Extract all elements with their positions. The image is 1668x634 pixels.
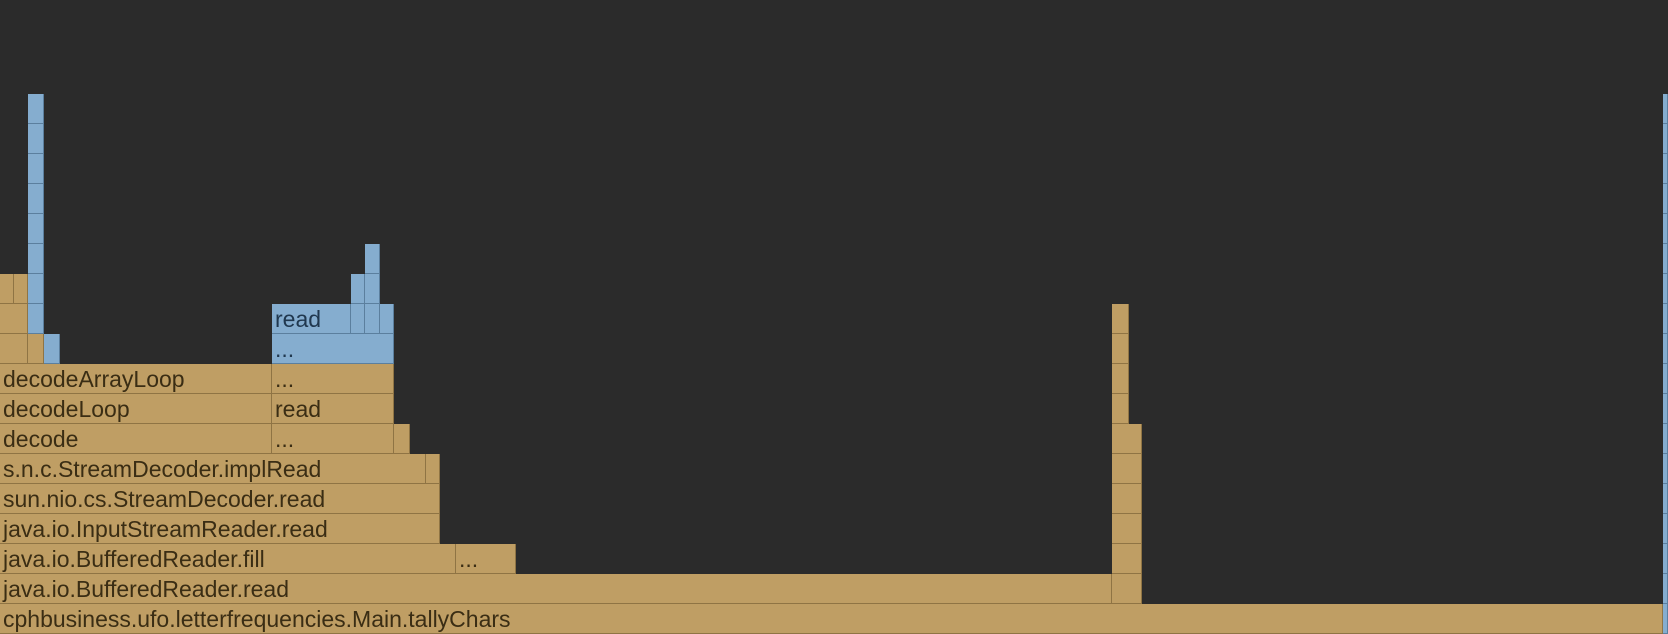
flame-frame[interactable]	[351, 274, 365, 304]
flame-frame[interactable]	[28, 124, 44, 154]
flame-frame[interactable]	[1663, 154, 1668, 184]
flame-frame[interactable]	[365, 244, 380, 274]
flame-frame[interactable]	[426, 454, 440, 484]
flame-frame[interactable]	[1112, 514, 1142, 544]
flame-frame[interactable]	[1663, 544, 1668, 574]
flame-frame[interactable]	[0, 274, 14, 304]
flame-frame[interactable]	[1663, 184, 1668, 214]
flame-frame[interactable]	[28, 244, 44, 274]
flame-frame-s-n-c-streamdecoder-implread[interactable]: s.n.c.StreamDecoder.implRead	[0, 454, 426, 484]
flame-frame-decodearrayloop[interactable]: decodeArrayLoop	[0, 364, 272, 394]
flame-frame[interactable]	[1112, 484, 1142, 514]
flame-frame[interactable]	[1663, 454, 1668, 484]
flame-frame[interactable]	[1663, 574, 1668, 604]
flame-frame[interactable]	[1112, 334, 1129, 364]
flame-frame-read[interactable]: read	[272, 394, 394, 424]
flame-frame-[interactable]: ...	[272, 424, 394, 454]
flame-frame[interactable]	[1663, 274, 1668, 304]
flame-frame[interactable]	[28, 304, 44, 334]
flame-frame[interactable]	[380, 304, 394, 334]
flame-frame-decode[interactable]: decode	[0, 424, 272, 454]
flame-frame[interactable]	[1112, 364, 1129, 394]
flame-frame[interactable]	[44, 334, 60, 364]
flame-frame-sun-nio-cs-streamdecoder-read[interactable]: sun.nio.cs.StreamDecoder.read	[0, 484, 440, 514]
flame-frame[interactable]	[1663, 604, 1668, 634]
flame-frame-java-io-inputstreamreader-read[interactable]: java.io.InputStreamReader.read	[0, 514, 440, 544]
flame-frame[interactable]	[1663, 304, 1668, 334]
flame-frame[interactable]	[1112, 454, 1142, 484]
flame-frame[interactable]	[1663, 214, 1668, 244]
flame-frame[interactable]	[14, 274, 28, 304]
flame-frame-[interactable]: ...	[272, 364, 394, 394]
flame-frame-[interactable]: ...	[456, 544, 516, 574]
flame-frame[interactable]	[28, 274, 44, 304]
flame-frame-java-io-bufferedreader-fill[interactable]: java.io.BufferedReader.fill	[0, 544, 456, 574]
flame-frame[interactable]	[1663, 244, 1668, 274]
flame-frame-java-io-bufferedreader-read[interactable]: java.io.BufferedReader.read	[0, 574, 1112, 604]
flame-frame[interactable]	[1663, 124, 1668, 154]
flame-frame-read[interactable]: read	[272, 304, 351, 334]
flame-frame[interactable]	[28, 94, 44, 124]
flame-frame[interactable]	[365, 304, 380, 334]
flame-frame[interactable]	[1663, 334, 1668, 364]
flame-frame[interactable]	[1112, 394, 1129, 424]
flame-frame[interactable]	[1663, 484, 1668, 514]
flame-frame[interactable]	[28, 184, 44, 214]
flame-frame-decodeloop[interactable]: decodeLoop	[0, 394, 272, 424]
flame-frame[interactable]	[365, 274, 380, 304]
flame-frame[interactable]	[1112, 544, 1142, 574]
flame-frame[interactable]	[0, 334, 28, 364]
flame-frame[interactable]	[28, 334, 44, 364]
flame-frame[interactable]	[28, 214, 44, 244]
flame-frame[interactable]	[1663, 364, 1668, 394]
flame-frame-cphbusiness-ufo-letterfrequencies-main-tallychars[interactable]: cphbusiness.ufo.letterfrequencies.Main.t…	[0, 604, 1663, 634]
flame-frame[interactable]	[394, 424, 410, 454]
flame-frame[interactable]	[28, 154, 44, 184]
flame-frame[interactable]	[1112, 574, 1142, 604]
flame-frame[interactable]	[1663, 394, 1668, 424]
flame-frame[interactable]	[1663, 424, 1668, 454]
flame-frame[interactable]	[1663, 94, 1668, 124]
flame-frame[interactable]	[351, 304, 365, 334]
flame-frame[interactable]	[1112, 304, 1129, 334]
flame-frame[interactable]	[1663, 514, 1668, 544]
flame-frame-[interactable]: ...	[272, 334, 394, 364]
flame-frame[interactable]	[0, 304, 28, 334]
flame-frame[interactable]	[1112, 424, 1142, 454]
